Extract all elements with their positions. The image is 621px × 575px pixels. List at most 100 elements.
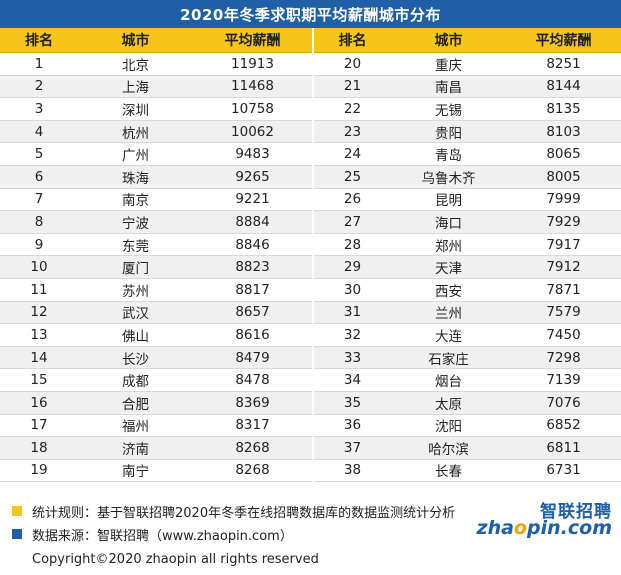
- rank-cell: 18: [0, 436, 78, 460]
- note-source: 数据来源：智联招聘（www.zhaopin.com）: [12, 524, 293, 544]
- rank-cell: 8: [0, 210, 78, 234]
- salary-cell: 8846: [193, 233, 313, 257]
- salary-cell: 8065: [506, 142, 621, 166]
- salary-cell: 9483: [193, 142, 313, 166]
- salary-cell: 7912: [506, 255, 621, 279]
- table-body: 1 北京 11913 20 重庆 8251 2 上海 11468 21 南昌 8144 3 深圳 10758…: [0, 52, 621, 483]
- rank-cell: 1: [0, 52, 78, 76]
- salary-cell: 6731: [506, 459, 621, 483]
- city-cell: 昆明: [391, 188, 506, 212]
- salary-cell: 8817: [193, 278, 313, 302]
- header-city-right: 城市: [391, 28, 506, 53]
- rank-cell: 21: [312, 75, 391, 99]
- city-cell: 济南: [78, 436, 193, 460]
- header-salary-left: 平均薪酬: [193, 28, 313, 53]
- rank-cell: 10: [0, 255, 78, 279]
- salary-cell: 11468: [193, 75, 313, 99]
- rank-cell: 9: [0, 233, 78, 257]
- note-rule-text: 统计规则：基于智联招聘2020年冬季在线招聘数据库的数据监测统计分析: [32, 505, 456, 521]
- salary-cell: 9265: [193, 165, 313, 189]
- table-row: 13 佛山 8616 32 大连 7450: [0, 323, 621, 347]
- salary-cell: 7871: [506, 278, 621, 302]
- table-row: 4 杭州 10062 23 贵阳 8103: [0, 120, 621, 144]
- copyright-text: Copyright©2020 zhaopin all rights reserv…: [32, 552, 319, 567]
- salary-cell: 8144: [506, 75, 621, 99]
- city-cell: 宁波: [78, 210, 193, 234]
- salary-cell: 8268: [193, 436, 313, 460]
- city-cell: 成都: [78, 368, 193, 392]
- salary-cell: 11913: [193, 52, 313, 76]
- salary-cell: 7450: [506, 323, 621, 347]
- city-cell: 天津: [391, 255, 506, 279]
- rank-cell: 16: [0, 391, 78, 415]
- city-cell: 大连: [391, 323, 506, 347]
- table-row: 12 武汉 8657 31 兰州 7579: [0, 301, 621, 325]
- table-row: 7 南京 9221 26 昆明 7999: [0, 188, 621, 212]
- table-title: 2020年冬季求职期平均薪酬城市分布: [0, 0, 621, 28]
- table-row: 19 南宁 8268 38 长春 6731: [0, 459, 621, 483]
- rank-cell: 38: [312, 459, 391, 483]
- table-row: 9 东莞 8846 28 郑州 7917: [0, 233, 621, 257]
- city-cell: 无锡: [391, 97, 506, 121]
- city-cell: 合肥: [78, 391, 193, 415]
- header-rank-left: 排名: [0, 28, 78, 53]
- rank-cell: 30: [312, 278, 391, 302]
- city-cell: 珠海: [78, 165, 193, 189]
- table-row: 10 厦门 8823 29 天津 7912: [0, 255, 621, 279]
- city-cell: 广州: [78, 142, 193, 166]
- salary-cell: 8884: [193, 210, 313, 234]
- salary-cell: 7579: [506, 301, 621, 325]
- city-cell: 沈阳: [391, 414, 506, 438]
- city-cell: 石家庄: [391, 346, 506, 370]
- salary-cell: 8251: [506, 52, 621, 76]
- salary-cell: 6811: [506, 436, 621, 460]
- rank-cell: 27: [312, 210, 391, 234]
- salary-cell: 7929: [506, 210, 621, 234]
- city-cell: 东莞: [78, 233, 193, 257]
- logo-english-text: zhaopin.com: [476, 517, 612, 539]
- table-row: 8 宁波 8884 27 海口 7929: [0, 210, 621, 234]
- salary-cell: 8268: [193, 459, 313, 483]
- table-row: 6 珠海 9265 25 乌鲁木齐 8005: [0, 165, 621, 189]
- rank-cell: 32: [312, 323, 391, 347]
- city-cell: 太原: [391, 391, 506, 415]
- rank-cell: 33: [312, 346, 391, 370]
- city-cell: 长春: [391, 459, 506, 483]
- rank-cell: 17: [0, 414, 78, 438]
- salary-cell: 7076: [506, 391, 621, 415]
- city-cell: 福州: [78, 414, 193, 438]
- rank-cell: 23: [312, 120, 391, 144]
- yellow-square-icon: [12, 506, 22, 516]
- city-cell: 北京: [78, 52, 193, 76]
- rank-cell: 29: [312, 255, 391, 279]
- salary-cell: 8479: [193, 346, 313, 370]
- salary-cell: 7999: [506, 188, 621, 212]
- rank-cell: 4: [0, 120, 78, 144]
- header-row: 排名 城市 平均薪酬 排名 城市 平均薪酬: [0, 28, 621, 53]
- rank-cell: 11: [0, 278, 78, 302]
- city-cell: 西安: [391, 278, 506, 302]
- city-cell: 兰州: [391, 301, 506, 325]
- rank-cell: 34: [312, 368, 391, 392]
- rank-cell: 37: [312, 436, 391, 460]
- salary-cell: 7298: [506, 346, 621, 370]
- salary-cell: 8103: [506, 120, 621, 144]
- city-cell: 上海: [78, 75, 193, 99]
- table-row: 5 广州 9483 24 青岛 8065: [0, 142, 621, 166]
- city-cell: 南宁: [78, 459, 193, 483]
- salary-cell: 7917: [506, 233, 621, 257]
- rank-cell: 24: [312, 142, 391, 166]
- salary-cell: 8369: [193, 391, 313, 415]
- salary-cell: 7139: [506, 368, 621, 392]
- rank-cell: 2: [0, 75, 78, 99]
- blue-square-icon: [12, 529, 22, 539]
- city-cell: 南昌: [391, 75, 506, 99]
- city-cell: 南京: [78, 188, 193, 212]
- table-row: 11 苏州 8817 30 西安 7871: [0, 278, 621, 302]
- city-cell: 武汉: [78, 301, 193, 325]
- salary-cell: 8616: [193, 323, 313, 347]
- rank-cell: 3: [0, 97, 78, 121]
- rank-cell: 6: [0, 165, 78, 189]
- salary-cell: 8005: [506, 165, 621, 189]
- rank-cell: 7: [0, 188, 78, 212]
